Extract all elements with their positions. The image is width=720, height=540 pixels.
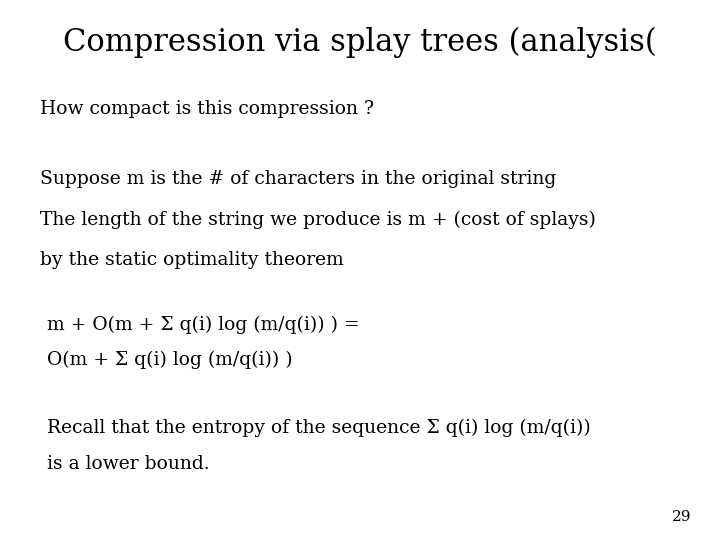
Text: Suppose m is the # of characters in the original string: Suppose m is the # of characters in the … (40, 170, 556, 188)
Text: The length of the string we produce is m + (cost of splays): The length of the string we produce is m… (40, 211, 595, 229)
Text: Recall that the entropy of the sequence Σ q(i) log (m/q(i)): Recall that the entropy of the sequence … (47, 418, 590, 437)
Text: m + O(m + Σ q(i) log (m/q(i)) ) =: m + O(m + Σ q(i) log (m/q(i)) ) = (47, 316, 359, 334)
Text: Compression via splay trees (analysis(: Compression via splay trees (analysis( (63, 27, 657, 58)
Text: How compact is this compression ?: How compact is this compression ? (40, 100, 374, 118)
Text: 29: 29 (672, 510, 691, 524)
Text: O(m + Σ q(i) log (m/q(i)) ): O(m + Σ q(i) log (m/q(i)) ) (47, 351, 292, 369)
Text: is a lower bound.: is a lower bound. (47, 455, 210, 472)
Text: by the static optimality theorem: by the static optimality theorem (40, 251, 343, 269)
